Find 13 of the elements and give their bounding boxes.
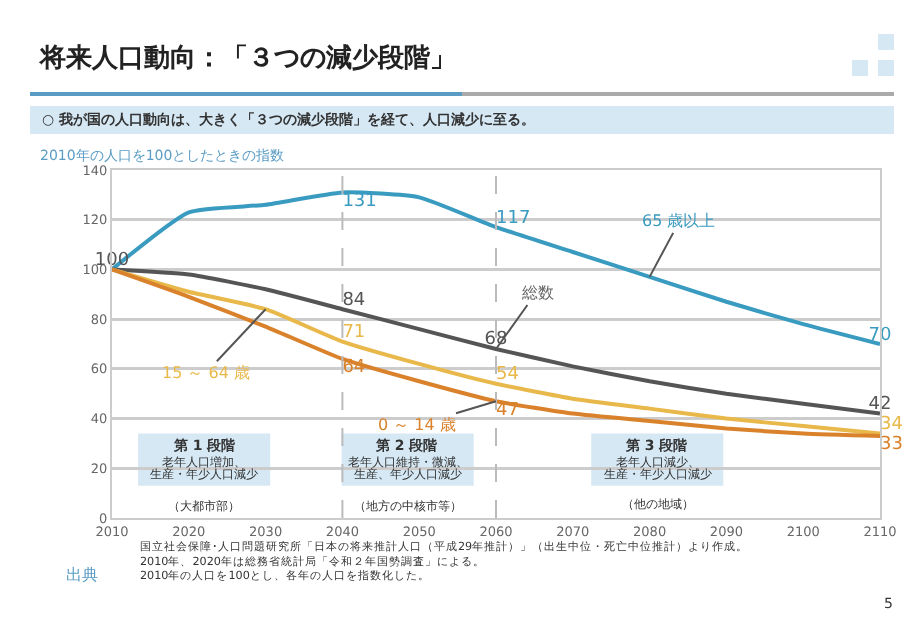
text: 総数 [520, 284, 554, 302]
data-label: 117 [496, 208, 531, 229]
chart-title: 将来人口動向：「３つの減少段階」 [40, 42, 456, 76]
text: 65 歳以上 [642, 212, 716, 230]
text: 出典 [66, 566, 98, 584]
data-label: 33 [880, 435, 903, 456]
data-label: 54 [496, 365, 520, 386]
data-label: 71 [342, 323, 366, 344]
series-label: 0 ～ 14 歳 [378, 416, 456, 434]
data-label: 42 [868, 395, 892, 416]
data-label: 34 [880, 414, 904, 435]
data-label: 84 [342, 290, 366, 311]
text: 15 ～ 64 歳 [162, 364, 250, 382]
